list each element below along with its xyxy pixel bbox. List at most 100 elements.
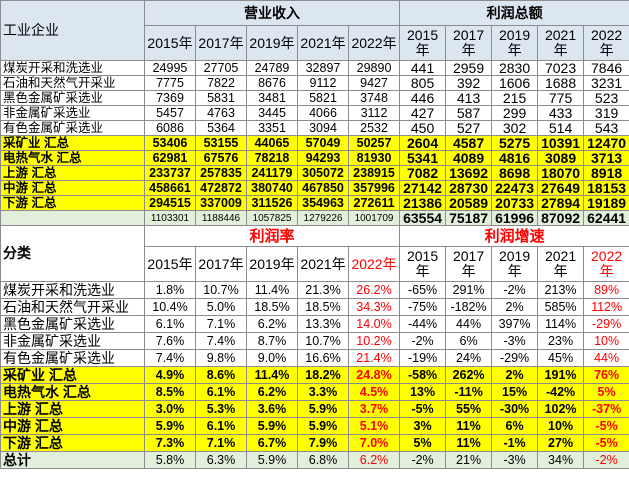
margin-cell: 1.8% <box>144 281 196 299</box>
margin-year-header: 2017年 <box>195 246 247 282</box>
table-row: 下游 汇总 294515 337009 311526 354963 272611 21386… <box>0 195 629 211</box>
margin-year-header: 2021年 <box>297 246 349 282</box>
profit-cell: 8918 <box>583 165 629 181</box>
growth-year-header: 2017 年 <box>445 246 493 282</box>
growth-year-header: 2019 年 <box>491 246 539 282</box>
year-label: 2017 <box>452 248 485 264</box>
profit-cell: 28730 <box>445 180 493 196</box>
growth-cell: 24% <box>445 349 493 367</box>
growth-year-header: 2022 年 <box>583 246 629 282</box>
table-row: 上游 汇总 3.0% 5.3% 3.6% 5.9% 3.7% -5% 55% -30% 102% -… <box>0 400 629 418</box>
growth-cell: -65% <box>399 281 447 299</box>
revenue-cell: 467850 <box>297 180 349 196</box>
growth-cell: -11% <box>445 383 493 401</box>
table-row: 有色金属矿采选业 7.4% 9.8% 9.0% 16.6% 21.4% -19% 24% -29… <box>0 349 629 367</box>
row-label: 有色金属矿采选业 <box>0 349 145 367</box>
growth-cell: -2% <box>583 451 629 469</box>
margin-cell: 7.4% <box>144 349 196 367</box>
growth-cell: 6% <box>445 332 493 350</box>
revenue-year-header: 2022年 <box>347 25 401 61</box>
profit-group-header: 利润总额 <box>399 0 629 26</box>
revenue-cell: 1103301 <box>144 210 196 226</box>
growth-cell: -42% <box>537 383 585 401</box>
revenue-cell: 2532 <box>347 120 401 136</box>
margin-year-header: 2015年 <box>144 246 196 282</box>
revenue-cell: 311526 <box>246 195 298 211</box>
margin-cell: 5.9% <box>297 417 349 435</box>
profit-cell: 20589 <box>445 195 493 211</box>
margin-cell: 6.1% <box>144 315 196 333</box>
revenue-cell: 272611 <box>347 195 401 211</box>
margin-cell: 5.8% <box>144 451 196 469</box>
revenue-cell: 1001709 <box>347 210 401 226</box>
growth-cell: 2% <box>491 298 539 316</box>
profit-cell: 62441 <box>583 210 629 226</box>
profit-cell: 13692 <box>445 165 493 181</box>
revenue-cell: 5821 <box>297 90 349 106</box>
revenue-cell: 6086 <box>144 120 196 136</box>
row-label: 上游 汇总 <box>0 165 145 181</box>
revenue-group-header: 营业收入 <box>143 0 401 26</box>
table-row: 采矿业 汇总 53406 53155 44065 57049 50257 2604 4587 5… <box>0 135 629 151</box>
revenue-cell: 50257 <box>347 135 401 151</box>
year-suffix: 年 <box>553 42 568 58</box>
profit-cell: 27649 <box>537 180 585 196</box>
profit-cell: 22473 <box>491 180 539 196</box>
profit-year-header: 2015 年 <box>399 25 447 61</box>
revenue-cell: 78218 <box>246 150 298 166</box>
margin-cell: 18.5% <box>297 298 349 316</box>
table-row: 煤炭开采和洗选业 24995 27705 24789 32897 29890 441 2959… <box>0 60 629 76</box>
bottom-year-header-row: 2015年 2017年 2019年 2021年 2022年 2015 年 2017 年 2019 年… <box>1 246 629 282</box>
profit-cell: 433 <box>537 105 585 121</box>
margin-cell: 5.9% <box>144 417 196 435</box>
profit-cell: 27142 <box>399 180 447 196</box>
revenue-cell: 357996 <box>347 180 401 196</box>
table-row: 采矿业 汇总 4.9% 8.6% 11.4% 18.2% 24.8% -58% 262% 2% 1… <box>0 366 629 384</box>
profit-cell: 3231 <box>583 75 629 91</box>
growth-cell: -3% <box>491 451 539 469</box>
table-row: 石油和天然气开采业 7775 7822 8676 9112 9427 805 392 1606 1… <box>0 75 629 91</box>
growth-cell: -2% <box>491 281 539 299</box>
revenue-year-header: 2019年 <box>246 25 298 61</box>
growth-cell: 585% <box>537 298 585 316</box>
profit-cell: 18070 <box>537 165 585 181</box>
profit-cell: 775 <box>537 90 585 106</box>
margin-cell: 7.4% <box>195 332 247 350</box>
profit-cell: 10391 <box>537 135 585 151</box>
row-label: 中游 汇总 <box>0 180 145 196</box>
margin-cell: 18.5% <box>246 298 298 316</box>
margin-cell: 6.2% <box>246 383 298 401</box>
row-label: 采矿业 汇总 <box>0 366 145 384</box>
profit-cell: 587 <box>445 105 493 121</box>
revenue-cell: 94293 <box>297 150 349 166</box>
growth-cell: 213% <box>537 281 585 299</box>
bottom-group-header-row: 分类 利润率 利润增速 <box>0 225 629 282</box>
profit-cell: 514 <box>537 120 585 136</box>
growth-cell: 11% <box>445 417 493 435</box>
margin-cell: 7.6% <box>144 332 196 350</box>
revenue-cell: 9112 <box>297 75 349 91</box>
row-label: 有色金属矿采选业 <box>0 120 145 136</box>
margin-year-header: 2019年 <box>246 246 298 282</box>
growth-year-header: 2021 年 <box>537 246 585 282</box>
profit-cell: 527 <box>445 120 493 136</box>
growth-cell: 262% <box>445 366 493 384</box>
profit-cell: 1606 <box>491 75 539 91</box>
growth-cell: 397% <box>491 315 539 333</box>
revenue-cell: 44065 <box>246 135 298 151</box>
growth-cell: -29% <box>583 315 629 333</box>
row-label <box>0 210 145 226</box>
growth-cell: 6% <box>491 417 539 435</box>
revenue-cell: 8676 <box>246 75 298 91</box>
year-label: 2022 <box>591 27 623 43</box>
profit-year-header: 2017 年 <box>445 25 493 61</box>
profit-cell: 2959 <box>445 60 493 76</box>
profit-cell: 63554 <box>399 210 447 226</box>
profit-cell: 4816 <box>491 150 539 166</box>
margin-cell: 11.4% <box>246 366 298 384</box>
growth-year-header: 2015 年 <box>399 246 447 282</box>
revenue-cell: 257835 <box>195 165 247 181</box>
profit-cell: 8698 <box>491 165 539 181</box>
row-label: 总计 <box>0 451 145 469</box>
margin-cell: 7.9% <box>297 434 349 452</box>
